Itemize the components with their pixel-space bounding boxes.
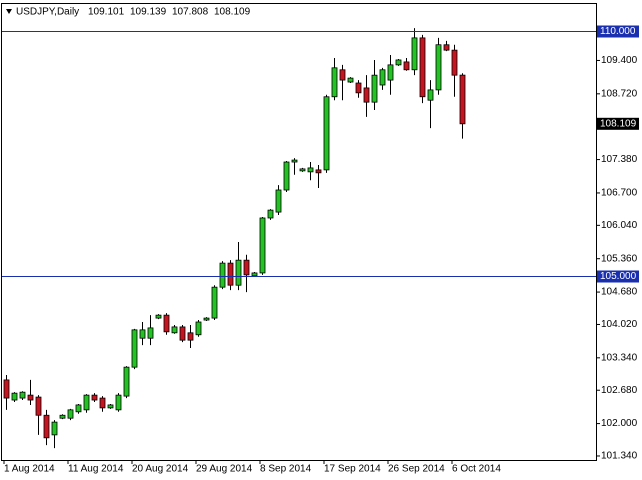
candle-body [179, 326, 186, 341]
candle-body [43, 414, 50, 439]
candle-body [451, 49, 458, 76]
candle-body [107, 404, 114, 409]
x-tick-label: 17 Sep 2014 [324, 464, 381, 475]
candle-body [195, 321, 202, 336]
candle-body [331, 67, 338, 98]
candle-body [275, 189, 282, 213]
candle-body [11, 392, 18, 401]
y-tick-label: 106.040 [601, 220, 638, 231]
header-value: 109.139 [130, 7, 167, 18]
candle-body [459, 74, 466, 125]
candle-body [155, 314, 162, 319]
header-value: 107.808 [172, 7, 209, 18]
candle-body [131, 329, 138, 368]
candle-body [347, 77, 354, 83]
y-tick-label: 102.000 [601, 418, 638, 429]
y-tick-label: 104.680 [601, 287, 638, 298]
menu-arrow[interactable] [6, 9, 12, 14]
y-tick-label: 108.720 [601, 88, 638, 99]
y-tick-label: 104.020 [601, 319, 638, 330]
candle-body [299, 168, 306, 172]
plot-frame [1, 3, 597, 461]
candle-body [203, 317, 210, 321]
candle-body [427, 89, 434, 101]
candle-body [315, 169, 322, 174]
price-box [597, 25, 639, 38]
y-tick-label: 101.340 [601, 451, 638, 462]
candle-body [395, 59, 402, 66]
candle-body [171, 326, 178, 334]
candle-body [443, 44, 450, 51]
x-tick-label: 20 Aug 2014 [132, 464, 189, 475]
candle-body [75, 404, 82, 413]
candle-body [339, 69, 346, 81]
header-value: 109.101 [88, 7, 125, 18]
price-box-label: 105.000 [600, 271, 637, 282]
candle-body [163, 314, 170, 333]
candle-body [59, 414, 66, 419]
candle-body [35, 396, 42, 416]
y-tick-label: 107.380 [601, 154, 638, 165]
y-tick-label: 106.700 [601, 188, 638, 199]
y-tick-label: 105.360 [601, 253, 638, 264]
candle-body [419, 37, 426, 98]
candle-body [115, 394, 122, 411]
candle-body [259, 217, 266, 274]
candle-body [403, 61, 410, 71]
candle-body [307, 167, 314, 173]
candle-body [91, 394, 98, 401]
header-value: 108.109 [214, 7, 251, 18]
candle-body [51, 421, 58, 436]
candle-body [211, 286, 218, 319]
candle-body [355, 82, 362, 94]
last-price-label: 108.109 [600, 118, 637, 129]
y-tick-label: 102.680 [601, 385, 638, 396]
candle-body [3, 379, 10, 399]
x-tick-label: 29 Aug 2014 [196, 464, 253, 475]
candle-body [27, 394, 34, 401]
x-tick-label: 11 Aug 2014 [68, 464, 124, 475]
price-box-label: 110.000 [600, 26, 636, 37]
candle-body [83, 394, 90, 411]
x-tick-label: 26 Sep 2014 [388, 464, 445, 475]
candle-body [123, 366, 130, 397]
candle-body [363, 87, 370, 103]
last-price-box [597, 117, 639, 130]
candle-body [67, 409, 74, 419]
candle-body [283, 161, 290, 191]
candle-body [291, 159, 298, 163]
candle-body [379, 69, 386, 86]
candle-body [243, 259, 250, 276]
candle-body [323, 96, 330, 171]
candle-body [411, 37, 418, 71]
x-tick-label: 8 Sep 2014 [260, 464, 312, 475]
candle-body [251, 272, 258, 277]
candle-body [147, 327, 154, 339]
candle-body [435, 44, 442, 91]
candle-body [371, 74, 378, 103]
candle-body [139, 329, 146, 339]
candle-body [19, 391, 26, 399]
candle-body [235, 259, 242, 286]
chart-title: USDJPY,Daily [16, 7, 79, 18]
y-tick-label: 109.400 [601, 55, 638, 66]
candle-body [387, 64, 394, 81]
x-tick-label: 6 Oct 2014 [452, 464, 501, 475]
price-box [597, 270, 639, 283]
candle-body [267, 209, 274, 219]
candle-body [99, 397, 106, 409]
candle-body [219, 262, 226, 288]
y-tick-label: 103.340 [601, 352, 638, 363]
candle-body [227, 262, 234, 286]
x-tick-label: 1 Aug 2014 [4, 464, 55, 475]
candle-body [187, 332, 194, 341]
